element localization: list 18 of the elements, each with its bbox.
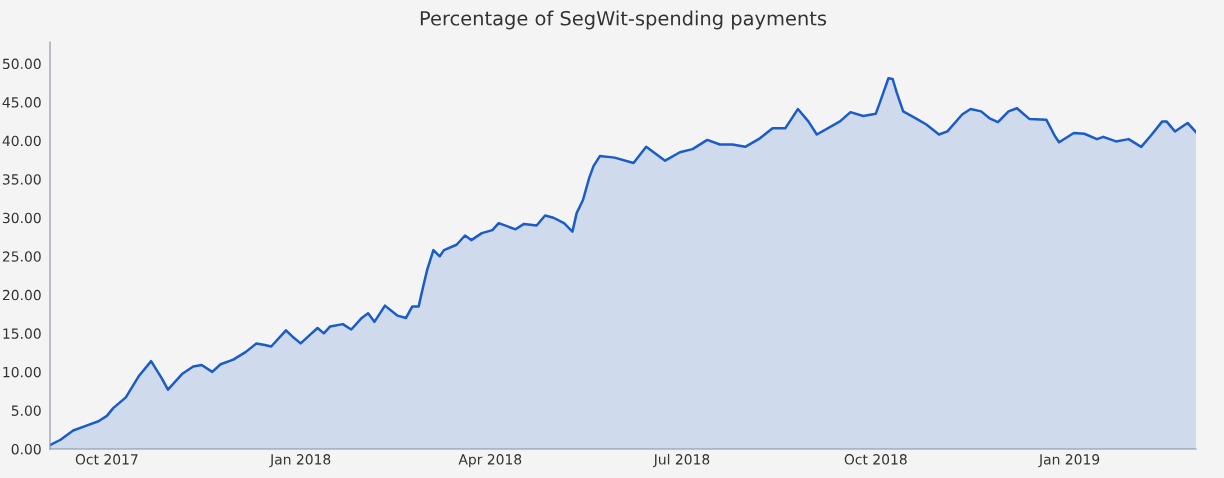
y-tick-label: 30.00 xyxy=(2,212,41,224)
y-tick-label: 0.00 xyxy=(11,443,41,455)
chart-title: Percentage of SegWit-spending payments xyxy=(420,10,827,30)
y-tick-label: 40.00 xyxy=(2,135,41,147)
y-tick-label: 20.00 xyxy=(2,289,41,301)
x-tick-label: Oct 2018 xyxy=(844,454,907,465)
y-tick-label: 45.00 xyxy=(2,97,41,108)
y-tick-label: 50.00 xyxy=(2,58,41,70)
x-tick-label: Jan 2019 xyxy=(1038,454,1100,468)
y-tick-label: 15.00 xyxy=(3,328,41,339)
y-tick-label: 35.00 xyxy=(2,174,41,185)
x-tick-label: Oct 2017 xyxy=(75,454,138,465)
y-tick-label: 25.00 xyxy=(2,251,41,262)
y-tick-label: 10.00 xyxy=(3,366,41,378)
x-tick-label: Apr 2018 xyxy=(458,454,522,468)
x-tick-label: Jul 2018 xyxy=(653,453,710,468)
x-tick-label: Jan 2018 xyxy=(269,454,331,468)
y-tick-label: 5.00 xyxy=(11,405,41,416)
